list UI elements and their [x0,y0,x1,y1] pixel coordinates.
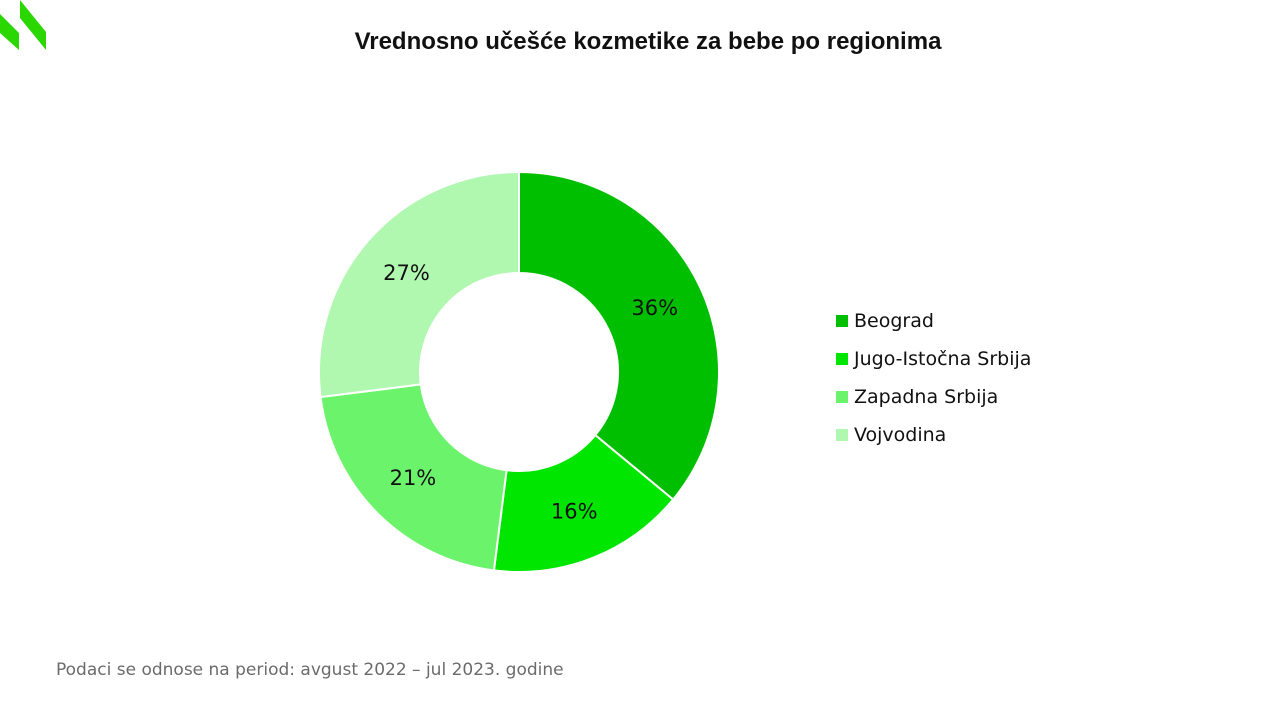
slice-label: 36% [631,296,678,320]
legend-item: Jugo-Istočna Srbija [836,340,1031,378]
legend-swatch [836,429,848,441]
legend-label: Jugo-Istočna Srbija [854,348,1032,370]
slice-label: 27% [383,261,430,285]
legend-swatch [836,315,848,327]
legend-label: Vojvodina [854,424,947,446]
chart-legend: Beograd Jugo-Istočna Srbija Zapadna Srbija… [836,302,1031,454]
slice-zapadna-srbija [319,383,508,572]
slice-vojvodina [318,170,520,399]
legend-item: Beograd [836,302,1031,340]
slice-label: 16% [551,499,598,523]
footnote: Podaci se odnose na period: avgust 2022 … [56,660,564,680]
slice-jugo-isto-na-srbija [492,433,675,573]
slice-beograd [518,170,720,501]
legend-item: Zapadna Srbija [836,378,1031,416]
legend-swatch [836,353,848,365]
chart-title: Vrednosno učešće kozmetike za bebe po re… [354,28,942,55]
slice-label: 21% [390,466,437,490]
brand-logo-icon [0,0,46,50]
legend-label: Zapadna Srbija [854,386,999,408]
legend-label: Beograd [854,310,934,332]
legend-item: Vojvodina [836,416,1031,454]
legend-swatch [836,391,848,403]
